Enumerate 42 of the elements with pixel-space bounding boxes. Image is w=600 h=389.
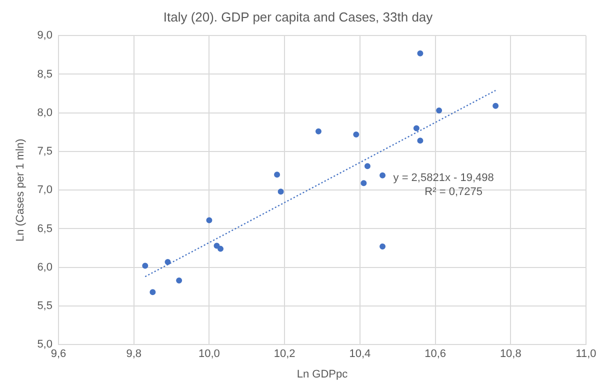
y-tick-label: 5,5 [37, 300, 52, 312]
x-tick-label: 11,0 [576, 348, 596, 360]
y-tick-label: 8,0 [37, 106, 52, 119]
point [364, 163, 370, 170]
point [278, 188, 284, 195]
point [150, 289, 156, 296]
point [492, 102, 499, 109]
y-axis-title: Ln (Cases per 1 mln) [14, 138, 27, 242]
point [214, 242, 220, 249]
point [413, 125, 420, 132]
point [218, 246, 224, 252]
y-tick-label: 7,5 [37, 146, 52, 158]
point [353, 131, 360, 138]
y-tick-label: 8,5 [37, 68, 52, 80]
x-tick-label: 9,6 [50, 348, 66, 360]
x-tick-label: 10,6 [424, 348, 446, 360]
point [380, 172, 386, 178]
y-tick-label: 9,0 [37, 30, 52, 42]
point [206, 217, 212, 224]
point [176, 277, 182, 284]
point [417, 50, 424, 56]
point [436, 108, 442, 114]
x-tick-label: 10,2 [274, 348, 296, 360]
annotation: R² = 0,7275 [424, 186, 482, 198]
point [417, 138, 424, 144]
point [380, 243, 386, 250]
chart-title: Italy (20). GDP per capita and Cases, 33th day [163, 9, 434, 24]
point [164, 258, 171, 265]
x-tick-label: 10,0 [198, 348, 220, 360]
annotation: y = 2,5821x - 19,498 [393, 172, 494, 184]
x-tick-label: 9,8 [126, 348, 142, 360]
y-tick-label: 7,0 [37, 184, 52, 196]
x-axis-title: Ln GDPpc [296, 368, 348, 380]
point [274, 172, 280, 178]
x-tick-label: 10,8 [500, 348, 522, 360]
y-tick-label: 6,5 [37, 222, 52, 235]
point [142, 262, 148, 269]
point [315, 128, 322, 134]
x-tick-label: 10,4 [349, 348, 371, 360]
point [360, 180, 367, 186]
y-tick-label: 6,0 [37, 261, 52, 274]
y-tick-label: 5,0 [37, 338, 52, 351]
